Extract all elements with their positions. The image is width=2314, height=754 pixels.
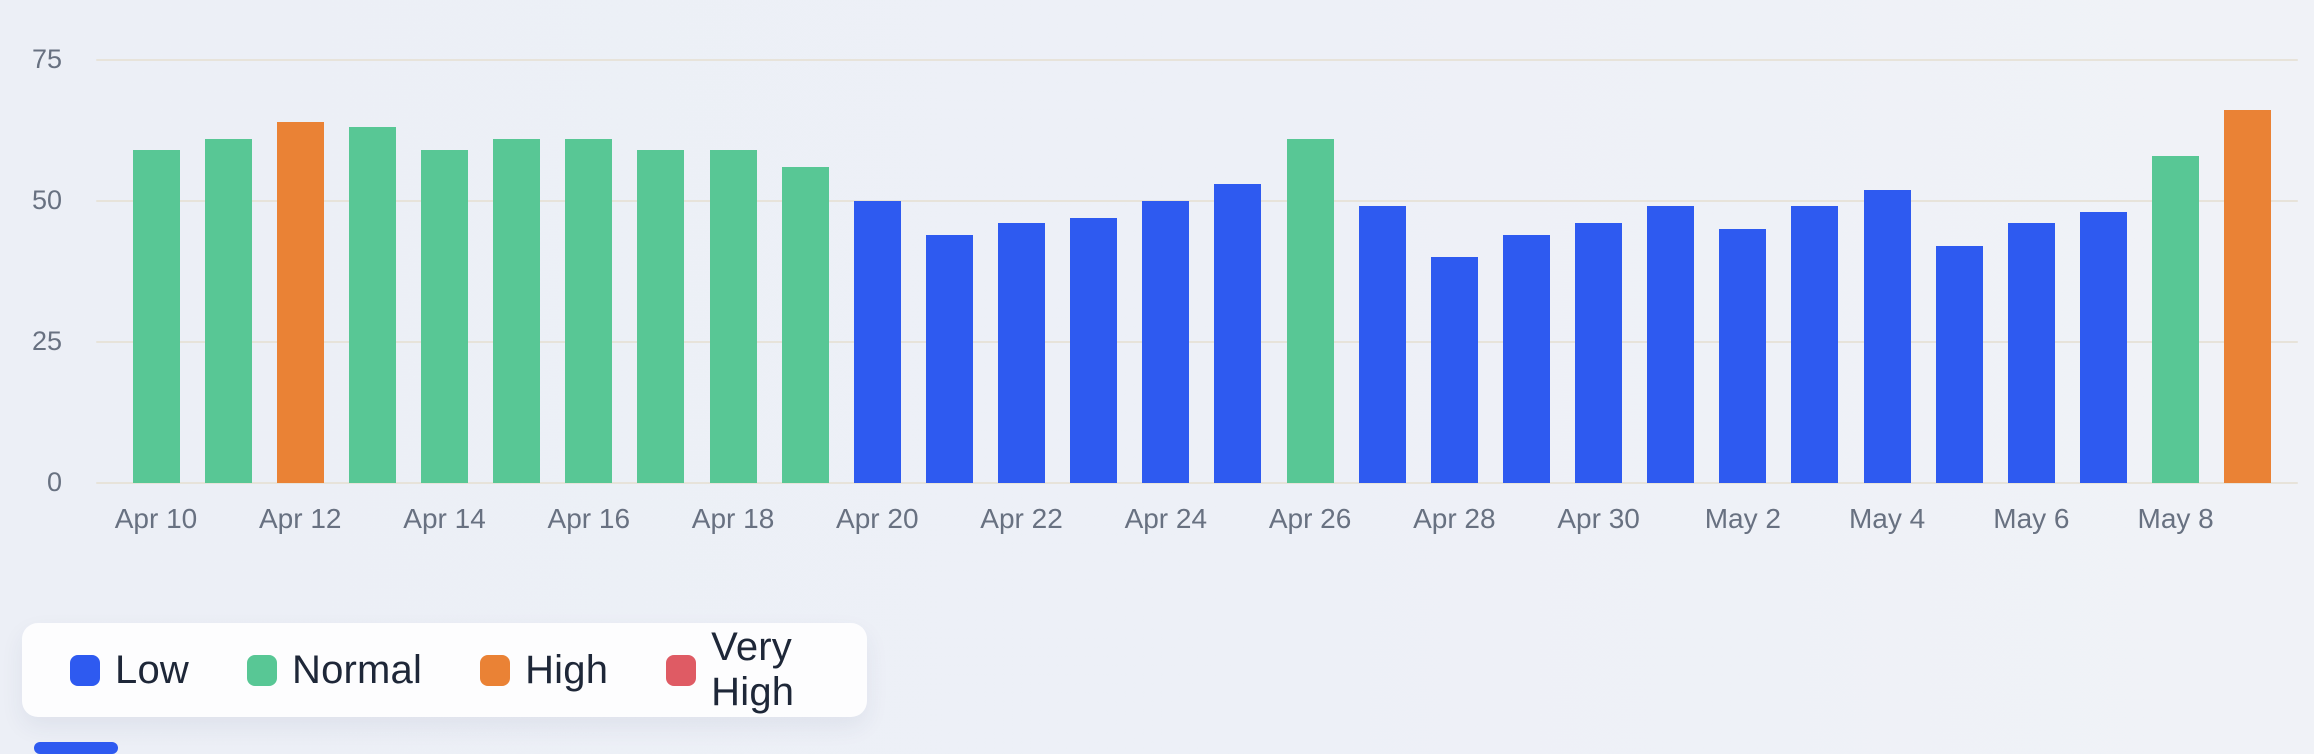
legend-swatch-very_high-icon <box>666 654 697 686</box>
x-tick-label-may-6: May 6 <box>1993 503 2070 534</box>
bar-apr-23[interactable] <box>1070 217 1118 483</box>
x-tick-label-apr-12: Apr 12 <box>259 503 342 534</box>
y-tick-label-75: 75 <box>31 43 62 74</box>
x-tick-label-apr-18: Apr 18 <box>691 503 775 534</box>
bar-apr-19[interactable] <box>781 166 829 483</box>
bar-may-5[interactable] <box>1935 245 1983 483</box>
chart-legend: Low Normal High Very High <box>22 623 867 717</box>
gridline-y-50 <box>96 199 2298 202</box>
bar-apr-16[interactable] <box>565 138 613 483</box>
bar-apr-22[interactable] <box>998 223 1046 483</box>
x-tick-label-may-4: May 4 <box>1848 503 1926 534</box>
gridline-y-75 <box>96 58 2298 61</box>
bar-apr-20[interactable] <box>853 200 901 483</box>
legend-item-normal[interactable]: Normal <box>246 647 423 693</box>
bar-apr-18[interactable] <box>709 150 757 483</box>
bar-may-8[interactable] <box>2152 155 2200 483</box>
bar-may-4[interactable] <box>1863 189 1911 483</box>
bar-apr-21[interactable] <box>925 234 973 483</box>
bar-apr-26[interactable] <box>1286 138 1334 483</box>
legend-label-low: Low <box>115 647 189 692</box>
legend-swatch-normal-icon <box>246 654 277 686</box>
bar-may-9[interactable] <box>2224 110 2272 483</box>
gridline-y-25 <box>96 340 2298 343</box>
bar-may-3[interactable] <box>1791 206 1839 483</box>
partial-blue-button[interactable] <box>34 742 118 754</box>
legend-swatch-high-icon <box>480 654 511 686</box>
y-tick-label-0: 0 <box>46 467 62 497</box>
bar-apr-13[interactable] <box>348 127 396 483</box>
x-tick-label-apr-24: Apr 24 <box>1124 503 1208 534</box>
legend-swatch-low-icon <box>70 654 100 686</box>
legend-item-high[interactable]: High <box>480 648 608 693</box>
bar-apr-10[interactable] <box>132 150 180 483</box>
x-tick-label-apr-16: Apr 16 <box>547 503 631 534</box>
gridline-y-0 <box>96 482 2298 484</box>
bar-apr-27[interactable] <box>1358 206 1406 483</box>
legend-label-very_high: Very High <box>711 625 795 714</box>
y-tick-label-50: 50 <box>31 184 62 215</box>
bar-may-6[interactable] <box>2007 223 2055 483</box>
legend-item-very_high[interactable]: Very High <box>666 625 867 715</box>
bar-apr-17[interactable] <box>637 150 685 483</box>
x-tick-label-apr-10: Apr 10 <box>114 503 198 534</box>
bar-apr-28[interactable] <box>1430 257 1478 483</box>
bar-may-2[interactable] <box>1719 229 1767 483</box>
bar-apr-30[interactable] <box>1575 223 1623 483</box>
bar-apr-14[interactable] <box>421 150 469 483</box>
x-tick-label-may-8: May 8 <box>2137 503 2214 534</box>
x-tick-label-apr-28: Apr 28 <box>1413 503 1496 534</box>
x-tick-label-may-2: May 2 <box>1704 503 1781 534</box>
x-tick-label-apr-20: Apr 20 <box>836 503 919 534</box>
x-tick-label-apr-26: Apr 26 <box>1268 503 1352 534</box>
x-tick-label-apr-22: Apr 22 <box>980 503 1063 534</box>
bar-apr-29[interactable] <box>1502 234 1550 483</box>
bar-apr-15[interactable] <box>493 138 541 483</box>
bar-apr-25[interactable] <box>1214 183 1262 483</box>
legend-item-low[interactable]: Low <box>70 648 189 693</box>
legend-label-normal: Normal <box>291 647 423 692</box>
bar-apr-12[interactable] <box>276 121 324 483</box>
bar-apr-11[interactable] <box>204 138 252 483</box>
bar-apr-24[interactable] <box>1142 200 1190 483</box>
bar-may-1[interactable] <box>1647 206 1695 483</box>
bar-may-7[interactable] <box>2080 212 2127 483</box>
legend-label-high: High <box>525 647 609 692</box>
y-tick-label-25: 25 <box>31 325 62 356</box>
x-tick-label-apr-30: Apr 30 <box>1557 503 1640 534</box>
x-tick-label-apr-14: Apr 14 <box>403 503 486 534</box>
